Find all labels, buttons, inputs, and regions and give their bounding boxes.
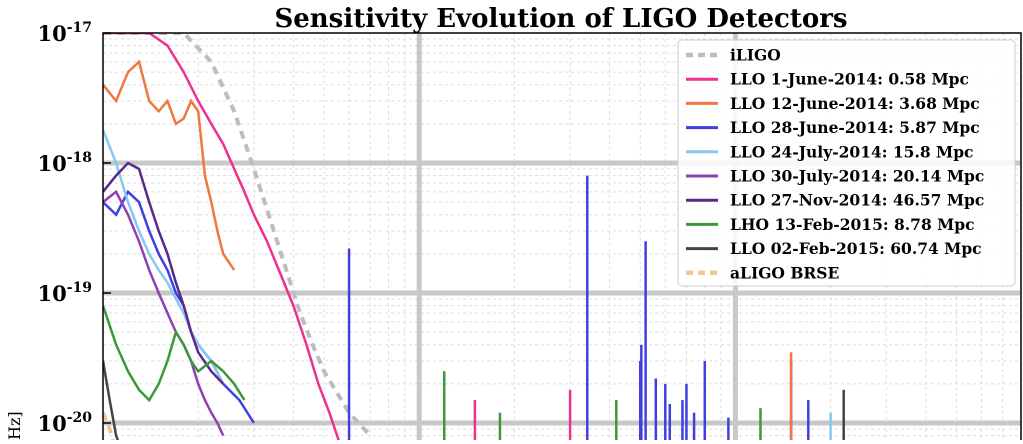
series-line — [103, 189, 255, 424]
series-line — [103, 59, 236, 271]
chart-title: Sensitivity Evolution of LIGO Detectors — [274, 4, 847, 34]
series-line — [103, 305, 246, 403]
y-axis: 10-17 10-18 10-19 10-20 — [37, 20, 111, 436]
legend-label: LLO 1-June-2014: 0.58 Mpc — [730, 70, 969, 89]
series-line — [103, 33, 340, 440]
plot-area — [103, 33, 845, 440]
legend-label: LLO 02-Feb-2015: 60.74 Mpc — [730, 239, 982, 258]
y-tick-label: 10-20 — [37, 410, 92, 436]
legend-label: LLO 28-June-2014: 5.87 Mpc — [730, 118, 980, 137]
legend-box — [677, 39, 1016, 287]
series-line — [103, 189, 225, 437]
legend-label: iLIGO — [730, 46, 781, 65]
legend-label: LHO 13-Feb-2015: 8.78 Mpc — [730, 215, 975, 234]
series-line — [103, 33, 372, 437]
plot-frame — [102, 32, 1022, 444]
y-tick-label: 10-18 — [37, 150, 92, 176]
series-line — [103, 411, 115, 440]
legend-label: LLO 12-June-2014: 3.68 Mpc — [730, 94, 980, 113]
series-line — [103, 161, 225, 385]
legend-label: aLIGO BRSE — [730, 263, 840, 282]
legend-label: LLO 24-July-2014: 15.8 Mpc — [730, 142, 973, 161]
series-line — [103, 360, 120, 440]
legend-label: LLO 27-Nov-2014: 46.57 Mpc — [730, 191, 984, 210]
y-tick-label: 10-17 — [37, 20, 92, 46]
legend-label: LLO 30-July-2014: 20.14 Mpc — [730, 167, 984, 186]
y-axis-label: Hz] — [5, 411, 24, 440]
y-tick-label: 10-19 — [37, 280, 92, 306]
series-line — [103, 129, 225, 385]
legend: iLIGO LLO 1-June-2014: 0.58 Mpc LLO 12-Jun… — [677, 39, 1016, 287]
